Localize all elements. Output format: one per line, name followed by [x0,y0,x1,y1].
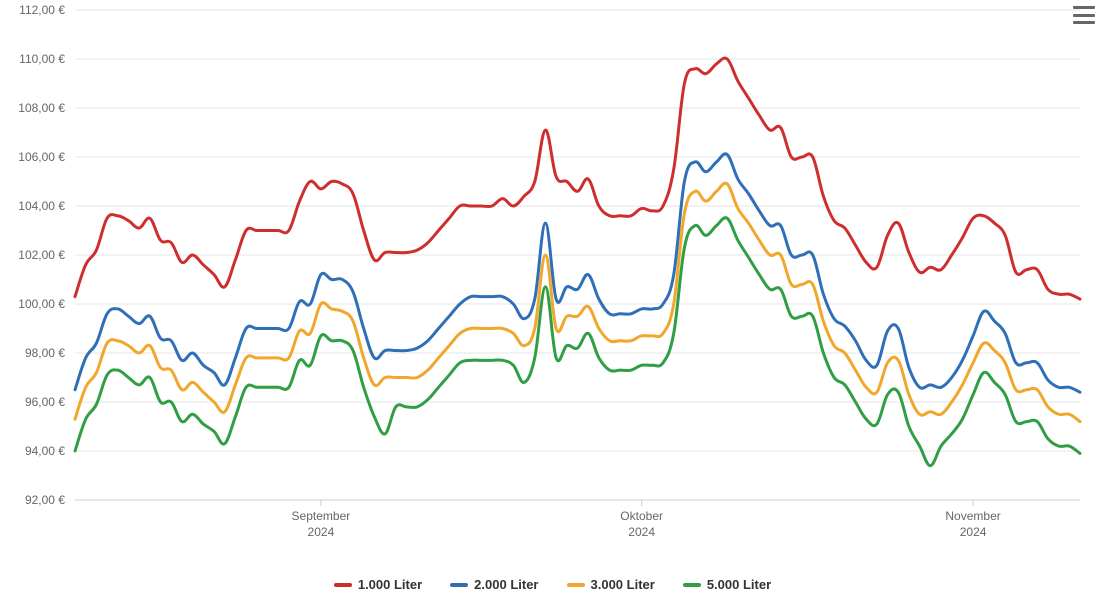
legend-swatch [683,583,701,587]
x-axis-label-month: November [945,509,1000,523]
series-line [75,154,1080,392]
legend: 1.000 Liter 2.000 Liter 3.000 Liter 5.000 L… [0,575,1105,593]
x-axis-label-month: Oktober [620,509,663,523]
legend-swatch [567,583,585,587]
x-axis-label-month: September [292,509,351,523]
y-axis-label: 106,00 € [18,150,65,164]
legend-item[interactable]: 1.000 Liter [334,577,422,592]
hamburger-menu-icon[interactable] [1073,6,1095,24]
x-axis-label-year: 2024 [628,525,655,539]
y-axis-label: 104,00 € [18,199,65,213]
y-axis-label: 110,00 € [19,52,65,66]
y-axis-label: 94,00 € [25,444,65,458]
y-axis-label: 102,00 € [18,248,65,262]
legend-item[interactable]: 3.000 Liter [567,577,655,592]
legend-label: 2.000 Liter [474,577,538,592]
price-chart: 92,00 € 94,00 € 96,00 € 98,00 € 100,00 € 102,… [0,0,1105,602]
legend-swatch [450,583,468,587]
legend-item[interactable]: 2.000 Liter [450,577,538,592]
y-axis-label: 98,00 € [25,346,65,360]
legend-label: 1.000 Liter [358,577,422,592]
legend-item[interactable]: 5.000 Liter [683,577,771,592]
legend-swatch [334,583,352,587]
x-axis-label-year: 2024 [308,525,335,539]
series-line [75,58,1080,299]
y-axis-label: 92,00 € [25,493,65,507]
legend-label: 5.000 Liter [707,577,771,592]
chart-canvas: 92,00 € 94,00 € 96,00 € 98,00 € 100,00 € 102,… [0,0,1105,602]
y-axis-label: 112,00 € [19,3,65,17]
legend-label: 3.000 Liter [591,577,655,592]
y-axis-label: 100,00 € [18,297,65,311]
x-axis-label-year: 2024 [960,525,987,539]
y-axis-label: 96,00 € [25,395,65,409]
y-axis-label: 108,00 € [18,101,65,115]
